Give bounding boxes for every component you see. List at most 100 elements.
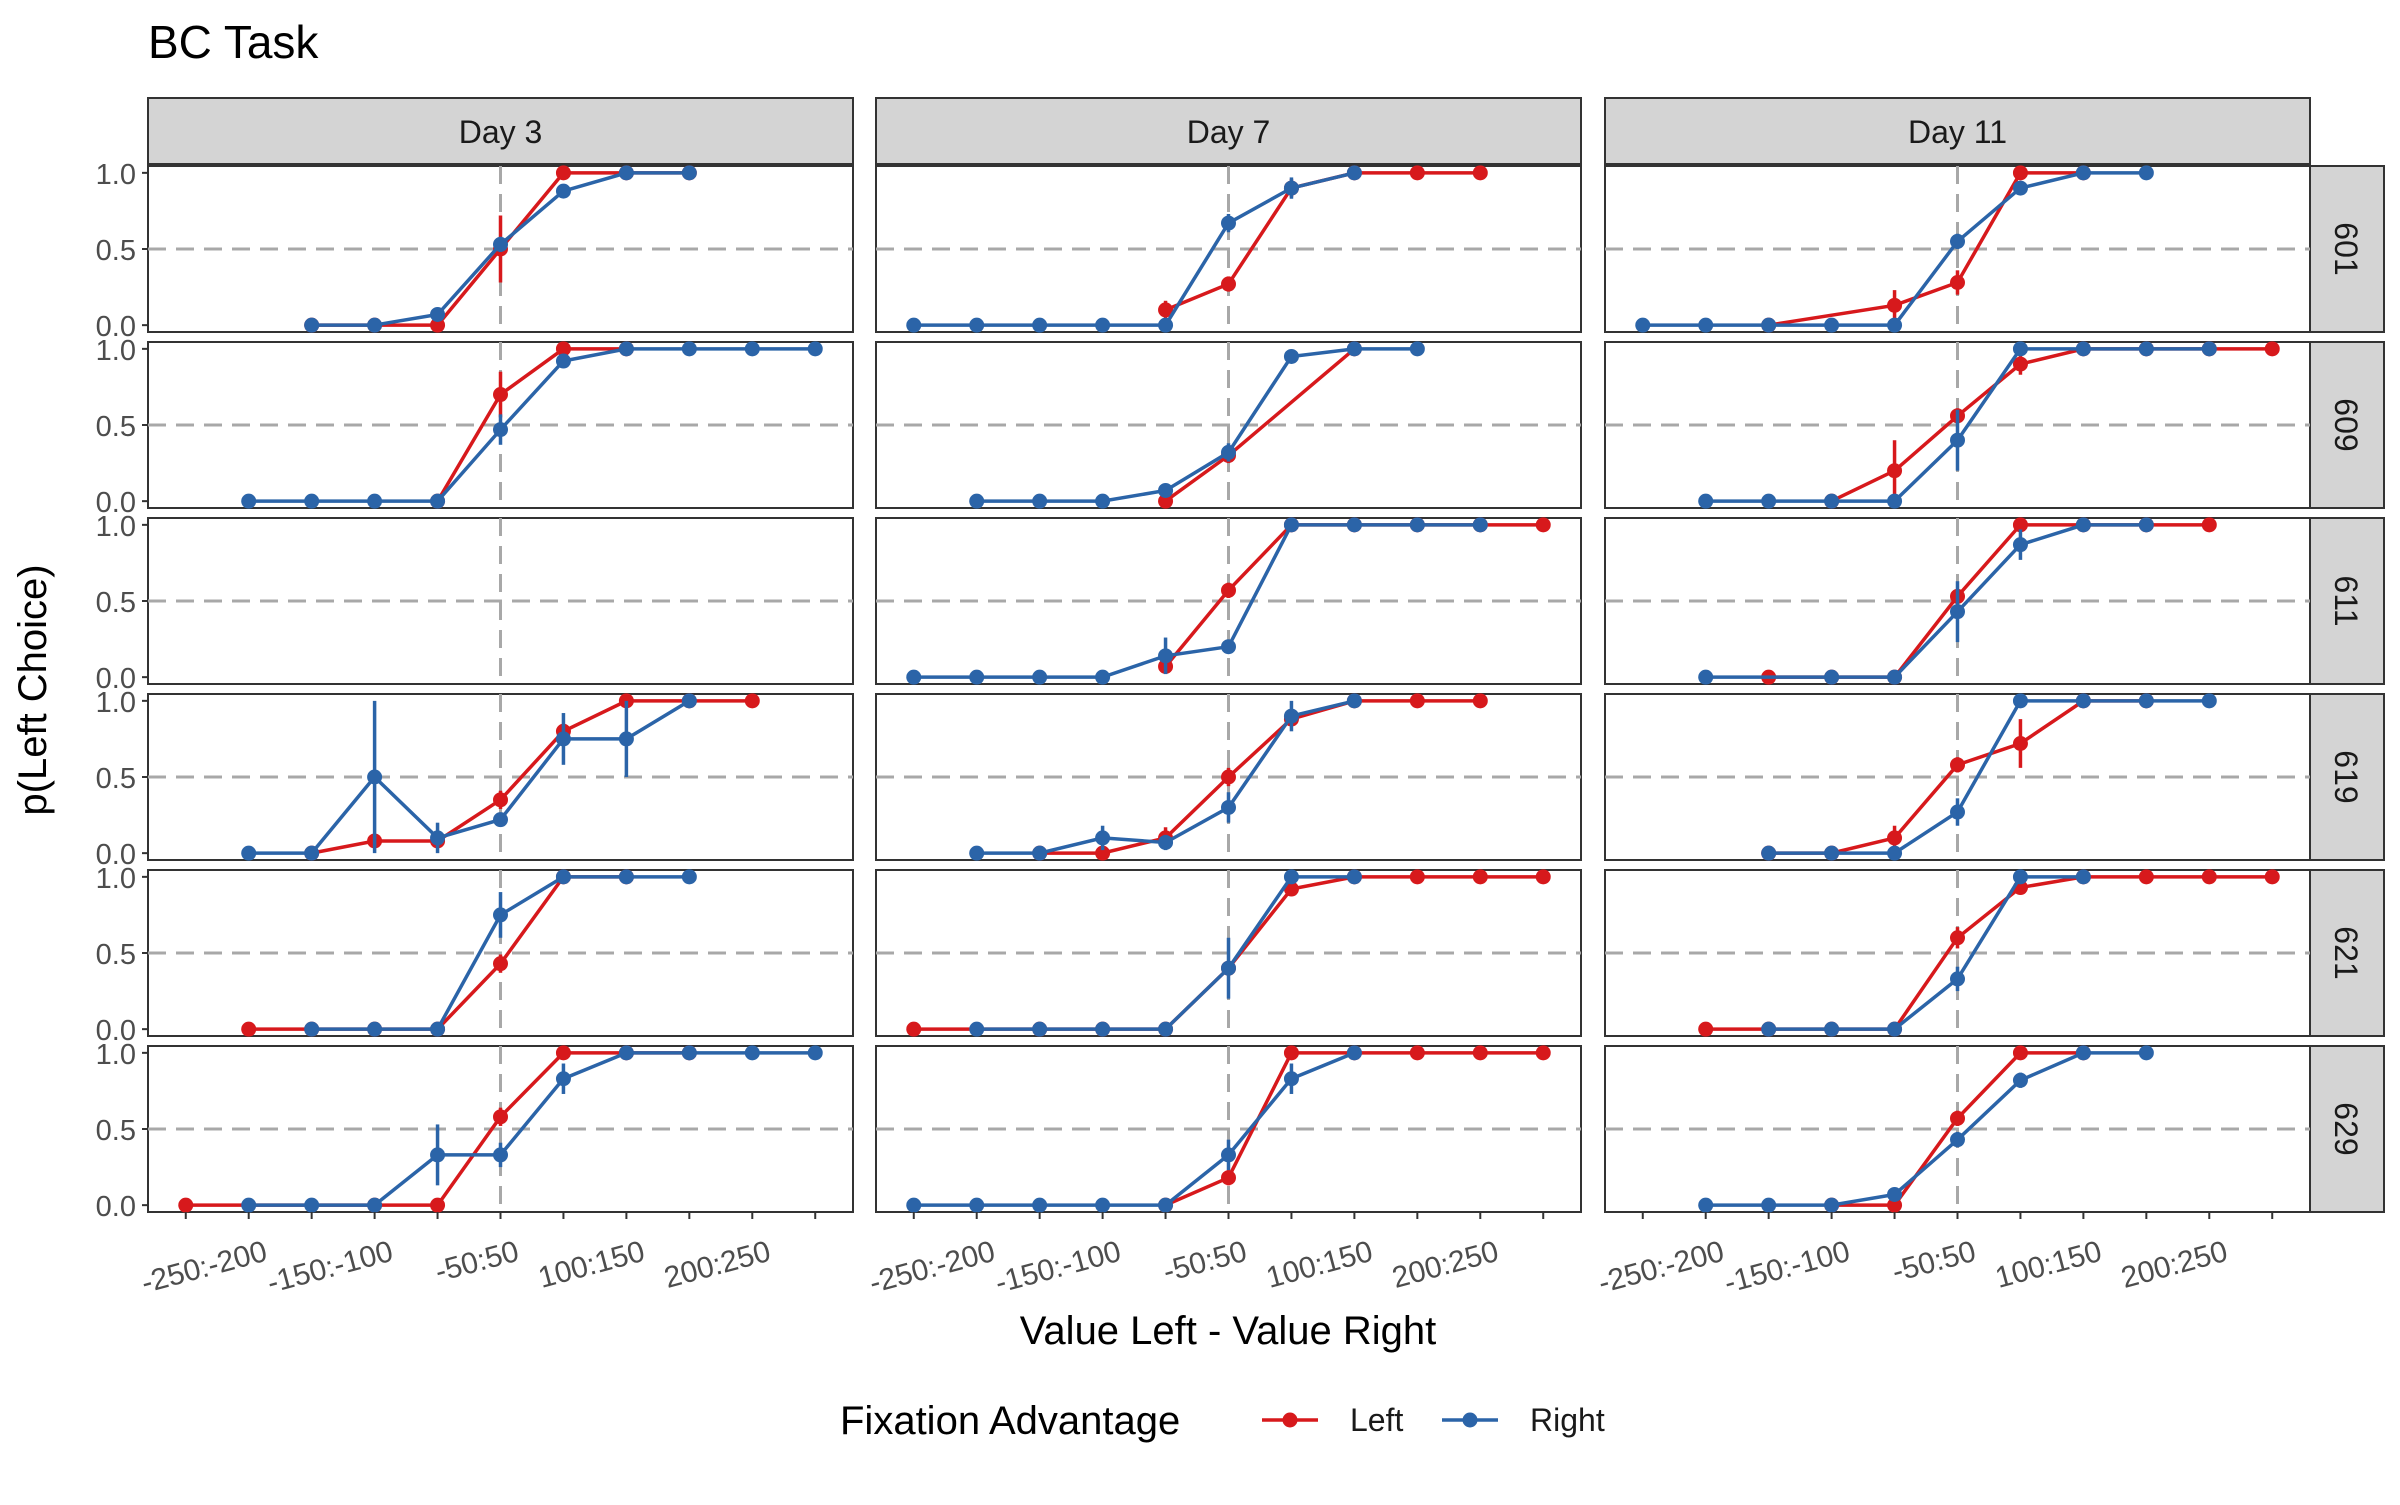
data-point-left — [1409, 1045, 1425, 1061]
data-point-right — [1221, 799, 1236, 815]
data-point-left — [430, 1197, 446, 1213]
data-point-right — [807, 341, 823, 357]
data-point-right — [1283, 180, 1299, 196]
data-point-right — [2012, 1072, 2028, 1088]
x-tick-label: -150:-100 — [264, 1235, 397, 1300]
data-point-left — [1221, 582, 1236, 598]
panel-day-7-621 — [875, 869, 1582, 1037]
data-point-right — [2012, 693, 2028, 709]
data-point-right — [2075, 165, 2091, 181]
data-point-right — [1158, 482, 1174, 498]
data-point-right — [2012, 180, 2028, 196]
data-point-right — [1158, 317, 1174, 333]
data-point-right — [1283, 708, 1299, 724]
x-tick-label: -50:50 — [432, 1235, 523, 1289]
y-tick-label: 1.0 — [96, 159, 136, 191]
data-point-left — [1950, 275, 1965, 291]
data-point-right — [1158, 1197, 1174, 1213]
data-point-right — [1635, 317, 1651, 333]
y-tick-label: 0.0 — [96, 1191, 136, 1223]
legend-title: Fixation Advantage — [840, 1399, 1180, 1443]
data-point-right — [1158, 648, 1174, 664]
data-point-left — [2012, 735, 2028, 751]
data-point-left — [1950, 757, 1965, 773]
data-point-left — [555, 1045, 571, 1061]
panel-day-3-609: 0.0 0.5 1.0 — [96, 335, 854, 519]
data-point-right — [1824, 669, 1840, 685]
data-point-right — [1824, 493, 1840, 509]
data-point-right — [1095, 493, 1111, 509]
data-point-right — [1950, 432, 1965, 448]
data-point-right — [2012, 869, 2028, 885]
y-tick-label: 1.0 — [96, 1039, 136, 1071]
data-point-left — [1409, 165, 1425, 181]
data-point-right — [1032, 317, 1048, 333]
data-point-right — [1472, 517, 1488, 533]
panel-day-7-611 — [875, 517, 1582, 685]
column-strip — [875, 97, 1582, 165]
data-point-right — [304, 493, 320, 509]
panel-day-11-611 — [1604, 517, 2311, 685]
data-point-right — [969, 1021, 985, 1037]
data-point-right — [1095, 1197, 1111, 1213]
x-tick-label: -250:-200 — [1595, 1235, 1728, 1300]
data-point-left — [1472, 165, 1488, 181]
x-tick-label: 100:150 — [1992, 1235, 2105, 1295]
data-point-right — [2201, 341, 2217, 357]
data-point-right — [1409, 517, 1425, 533]
data-point-left — [1472, 1045, 1488, 1061]
y-tick-label: 1.0 — [96, 687, 136, 719]
data-point-right — [1950, 804, 1965, 820]
data-point-right — [367, 1021, 383, 1037]
data-point-left — [906, 1021, 922, 1037]
series-line-right — [976, 347, 1418, 503]
data-point-right — [906, 317, 922, 333]
panel-day-7-609 — [875, 341, 1582, 509]
data-point-right — [1698, 669, 1714, 685]
data-point-left — [2264, 869, 2280, 885]
data-point-right — [744, 1045, 760, 1061]
data-point-right — [1283, 517, 1299, 533]
data-point-right — [1032, 1197, 1048, 1213]
data-point-left — [1158, 302, 1174, 318]
data-point-right — [744, 341, 760, 357]
data-point-right — [1824, 845, 1840, 861]
data-point-right — [1698, 317, 1714, 333]
data-point-left — [1221, 769, 1236, 785]
data-point-right — [1283, 348, 1299, 364]
data-point-right — [1032, 845, 1048, 861]
panels-layer: Day 3 Day 7 Day 11 601 609 611 619 621 629 0.0 0.5… — [96, 97, 2385, 1300]
data-point-right — [1409, 341, 1425, 357]
data-point-left — [2201, 517, 2217, 533]
data-point-left — [1950, 1110, 1965, 1126]
data-point-right — [430, 493, 446, 509]
series-line-right — [1768, 699, 2210, 855]
data-point-right — [1095, 830, 1111, 846]
row-strip — [2307, 341, 2385, 509]
data-point-right — [969, 317, 985, 333]
data-point-right — [430, 1147, 446, 1163]
series-line-left — [1039, 699, 1481, 855]
data-point-right — [1158, 1021, 1174, 1037]
data-point-left — [555, 165, 571, 181]
series-line-right — [248, 347, 816, 503]
data-point-right — [430, 306, 446, 322]
row-strip-label: 611 — [2328, 575, 2364, 626]
data-point-right — [2138, 165, 2154, 181]
data-point-right — [1095, 1021, 1111, 1037]
panel-day-11-619 — [1604, 693, 2311, 861]
series-line-right — [913, 1051, 1356, 1207]
data-point-right — [1346, 1045, 1362, 1061]
data-point-left — [493, 387, 508, 403]
y-tick-label: 0.5 — [96, 763, 136, 795]
data-point-left — [1472, 693, 1488, 709]
panel-day-3-621: 0.0 0.5 1.0 — [96, 863, 854, 1047]
y-tick-label: 0.5 — [96, 1115, 136, 1147]
data-point-right — [1032, 1021, 1048, 1037]
row-strip — [2307, 693, 2385, 861]
data-point-left — [1409, 693, 1425, 709]
data-point-right — [1346, 693, 1362, 709]
x-tick-label: 200:250 — [1389, 1235, 1502, 1295]
y-tick-label: 0.5 — [96, 939, 136, 971]
